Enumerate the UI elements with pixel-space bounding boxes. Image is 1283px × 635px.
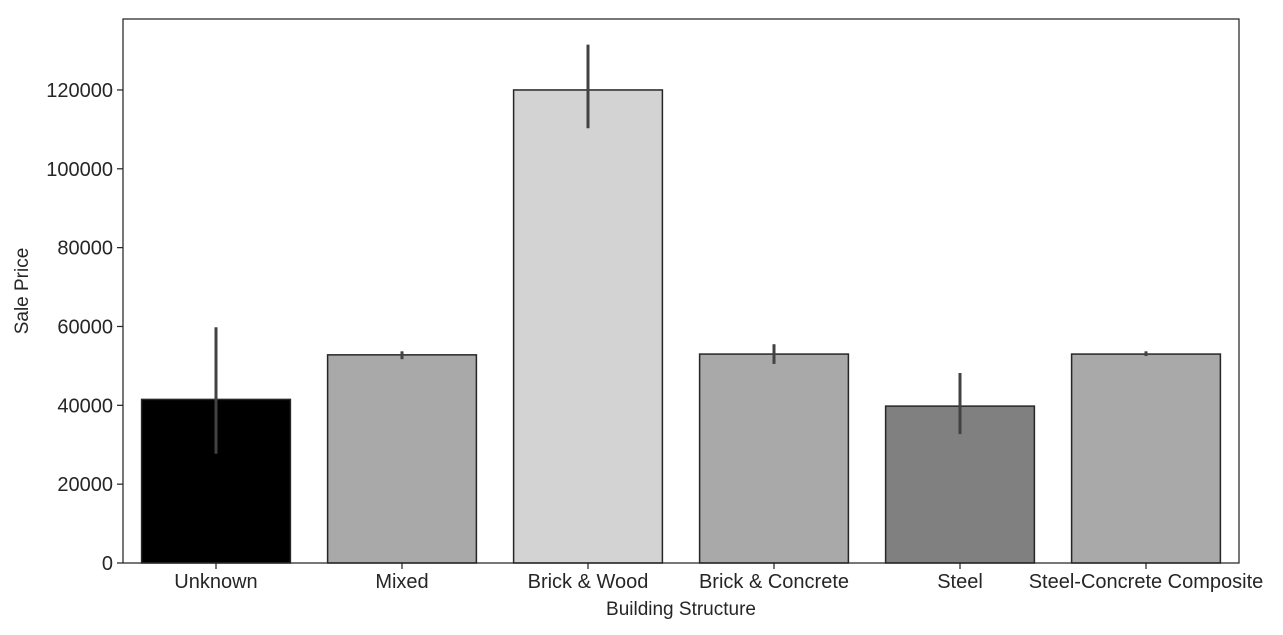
y-tick-label-2: 40000 [57,395,113,417]
y-axis-title: Sale Price [12,248,33,335]
x-axis: Unknown Mixed Brick & Wood Brick & Concrete… [174,563,1263,593]
x-tick-label-0: Unknown [174,571,257,593]
x-tick-label-3: Brick & Concrete [699,571,849,593]
x-tick-label-4: Steel [937,571,983,593]
y-tick-label-3: 60000 [57,316,113,338]
bar-2 [512,89,664,564]
bars-layer [140,89,1222,564]
x-tick-label-1: Mixed [375,571,428,593]
y-tick-label-4: 80000 [57,238,113,260]
bar-3 [698,353,850,564]
x-tick-label-2: Brick & Wood [528,571,649,593]
y-tick-label-0: 0 [102,553,113,575]
y-tick-label-1: 20000 [57,474,113,496]
x-tick-label-5: Steel-Concrete Composite [1029,571,1264,593]
error-bars-layer [214,44,1148,454]
y-tick-label-5: 100000 [46,159,113,181]
x-axis-title: Building Structure [606,599,756,620]
bar-5 [1070,353,1222,564]
plot-area-frame [122,18,1240,564]
y-tick-label-6: 120000 [46,80,113,102]
bar-1 [326,354,478,564]
y-axis: 0 20000 40000 60000 80000 100000 120000 [46,80,123,575]
